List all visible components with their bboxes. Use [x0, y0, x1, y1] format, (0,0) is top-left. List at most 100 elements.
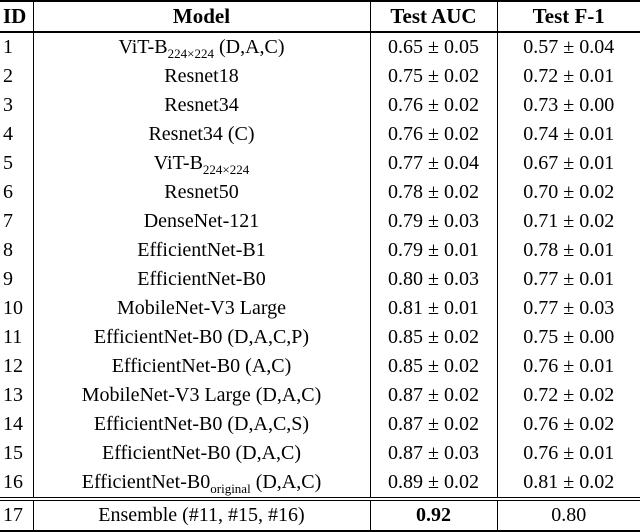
cell-test-f1: 0.77 ± 0.03: [523, 297, 615, 319]
table-row: 8 EfficientNet-B1 0.79 ± 0.01 0.78 ± 0.0…: [0, 236, 640, 265]
cell-test-f1: 0.75 ± 0.00: [523, 326, 615, 348]
model-name: ViT-B: [118, 36, 168, 58]
cell-test-auc: 0.87 ± 0.02: [370, 410, 498, 439]
cell-id: 13: [0, 381, 34, 410]
model-name: EfficientNet-B0 (D,A,C): [101, 442, 302, 464]
table-row: 9 EfficientNet-B0 0.80 ± 0.03 0.77 ± 0.0…: [0, 265, 640, 294]
cell-test-f1: 0.74 ± 0.01: [523, 123, 615, 145]
cell-test-auc: 0.65 ± 0.05: [370, 32, 498, 62]
cell-model: EfficientNet-B0original (D,A,C): [33, 468, 371, 499]
cell-model: EfficientNet-B0 (D,A,C,S): [33, 410, 371, 439]
table-row: 1 ViT-B224×224 (D,A,C) 0.65 ± 0.05 0.57 …: [0, 32, 640, 62]
cell-model: MobileNet-V3 Large: [33, 294, 371, 323]
cell-test-f1: 0.72 ± 0.01: [523, 65, 615, 87]
cell-id: 9: [0, 265, 34, 294]
header-row: ID Model Test AUC Test F-1: [0, 1, 640, 33]
cell-test-f1: 0.76 ± 0.01: [523, 355, 615, 377]
cell-test-f1: 0.71 ± 0.02: [523, 210, 615, 232]
table-row: 15 EfficientNet-B0 (D,A,C) 0.87 ± 0.03 0…: [0, 439, 640, 468]
cell-id: 16: [0, 468, 34, 499]
cell-test-auc: 0.79 ± 0.03: [370, 207, 498, 236]
cell-test-f1: 0.81 ± 0.02: [523, 471, 615, 493]
table-row-ensemble: 17 Ensemble (#11, #15, #16) 0.92 0.80: [0, 497, 640, 531]
cell-id: 14: [0, 410, 34, 439]
cell-id: 17: [0, 497, 34, 531]
header-test-f1: Test F-1: [497, 1, 640, 33]
cell-id: 11: [0, 323, 34, 352]
cell-model: EfficientNet-B1: [33, 236, 371, 265]
cell-id: 4: [0, 120, 34, 149]
model-subscript: original: [210, 481, 251, 496]
table-row: 5 ViT-B224×224 0.77 ± 0.04 0.67 ± 0.01: [0, 149, 640, 178]
cell-id: 10: [0, 294, 34, 323]
model-name: Resnet34: [164, 94, 239, 116]
table-row: 6 Resnet50 0.78 ± 0.02 0.70 ± 0.02: [0, 178, 640, 207]
table-row: 7 DenseNet-121 0.79 ± 0.03 0.71 ± 0.02: [0, 207, 640, 236]
cell-id: 1: [0, 32, 34, 62]
model-name: EfficientNet-B0: [137, 268, 266, 290]
cell-test-f1: 0.80: [497, 497, 640, 531]
model-name: EfficientNet-B1: [137, 239, 266, 261]
model-subscript: 224×224: [202, 162, 250, 177]
cell-id: 15: [0, 439, 34, 468]
table-row: 11 EfficientNet-B0 (D,A,C,P) 0.85 ± 0.02…: [0, 323, 640, 352]
model-name: EfficientNet-B0: [81, 471, 211, 493]
cell-test-auc: 0.81 ± 0.01: [370, 294, 498, 323]
cell-model: Resnet34: [33, 91, 371, 120]
cell-model: EfficientNet-B0 (D,A,C): [33, 439, 371, 468]
model-name: MobileNet-V3 Large: [116, 297, 287, 319]
table-row: 3 Resnet34 0.76 ± 0.02 0.73 ± 0.00: [0, 91, 640, 120]
table-row: 12 EfficientNet-B0 (A,C) 0.85 ± 0.02 0.7…: [0, 352, 640, 381]
table-row: 4 Resnet34 (C) 0.76 ± 0.02 0.74 ± 0.01: [0, 120, 640, 149]
cell-test-auc: 0.76 ± 0.02: [370, 91, 498, 120]
table-body: 1 ViT-B224×224 (D,A,C) 0.65 ± 0.05 0.57 …: [0, 32, 640, 531]
model-name: EfficientNet-B0 (D,A,C,S): [93, 413, 310, 435]
cell-id: 3: [0, 91, 34, 120]
model-name: Resnet50: [164, 181, 239, 203]
table-row: 16 EfficientNet-B0original (D,A,C) 0.89 …: [0, 468, 640, 499]
cell-id: 12: [0, 352, 34, 381]
cell-test-f1: 0.76 ± 0.02: [523, 413, 615, 435]
cell-model: EfficientNet-B0 (D,A,C,P): [33, 323, 371, 352]
cell-test-auc: 0.80 ± 0.03: [370, 265, 498, 294]
cell-test-f1: 0.78 ± 0.01: [523, 239, 615, 261]
cell-id: 7: [0, 207, 34, 236]
cell-model: EfficientNet-B0 (A,C): [33, 352, 371, 381]
header-test-auc: Test AUC: [370, 1, 498, 33]
cell-test-f1: 0.70 ± 0.02: [523, 181, 615, 203]
cell-test-f1: 0.67 ± 0.01: [523, 152, 615, 174]
cell-id: 2: [0, 62, 34, 91]
table-row: 14 EfficientNet-B0 (D,A,C,S) 0.87 ± 0.02…: [0, 410, 640, 439]
cell-model: DenseNet-121: [33, 207, 371, 236]
cell-test-f1: 0.72 ± 0.02: [523, 384, 615, 406]
cell-model: Resnet18: [33, 62, 371, 91]
cell-test-f1: 0.73 ± 0.00: [523, 94, 615, 116]
model-name: Resnet34 (C): [148, 123, 255, 145]
table-header: ID Model Test AUC Test F-1: [0, 1, 640, 33]
cell-model: ViT-B224×224: [33, 149, 371, 178]
header-id: ID: [0, 1, 34, 33]
model-name: ViT-B: [153, 152, 203, 174]
cell-test-auc: 0.75 ± 0.02: [370, 62, 498, 91]
cell-id: 5: [0, 149, 34, 178]
cell-model: ViT-B224×224 (D,A,C): [33, 32, 371, 62]
cell-test-auc: 0.78 ± 0.02: [370, 178, 498, 207]
cell-test-auc: 0.76 ± 0.02: [370, 120, 498, 149]
model-suffix: (D,A,C): [250, 471, 322, 493]
model-name: Ensemble (#11, #15, #16): [98, 504, 305, 526]
model-subscript: 224×224: [167, 46, 214, 61]
cell-test-f1: 0.76 ± 0.01: [523, 442, 615, 464]
table-row: 2 Resnet18 0.75 ± 0.02 0.72 ± 0.01: [0, 62, 640, 91]
cell-test-auc: 0.87 ± 0.02: [370, 381, 498, 410]
cell-id: 6: [0, 178, 34, 207]
cell-test-auc: 0.92: [370, 497, 498, 531]
model-name: Resnet18: [164, 65, 239, 87]
header-model: Model: [33, 1, 371, 33]
model-name: EfficientNet-B0 (A,C): [111, 355, 292, 377]
cell-test-auc: 0.89 ± 0.02: [370, 468, 498, 499]
model-name: DenseNet-121: [143, 210, 260, 232]
cell-test-f1: 0.57 ± 0.04: [523, 36, 615, 58]
table-row: 13 MobileNet-V3 Large (D,A,C) 0.87 ± 0.0…: [0, 381, 640, 410]
cell-test-auc: 0.87 ± 0.03: [370, 439, 498, 468]
